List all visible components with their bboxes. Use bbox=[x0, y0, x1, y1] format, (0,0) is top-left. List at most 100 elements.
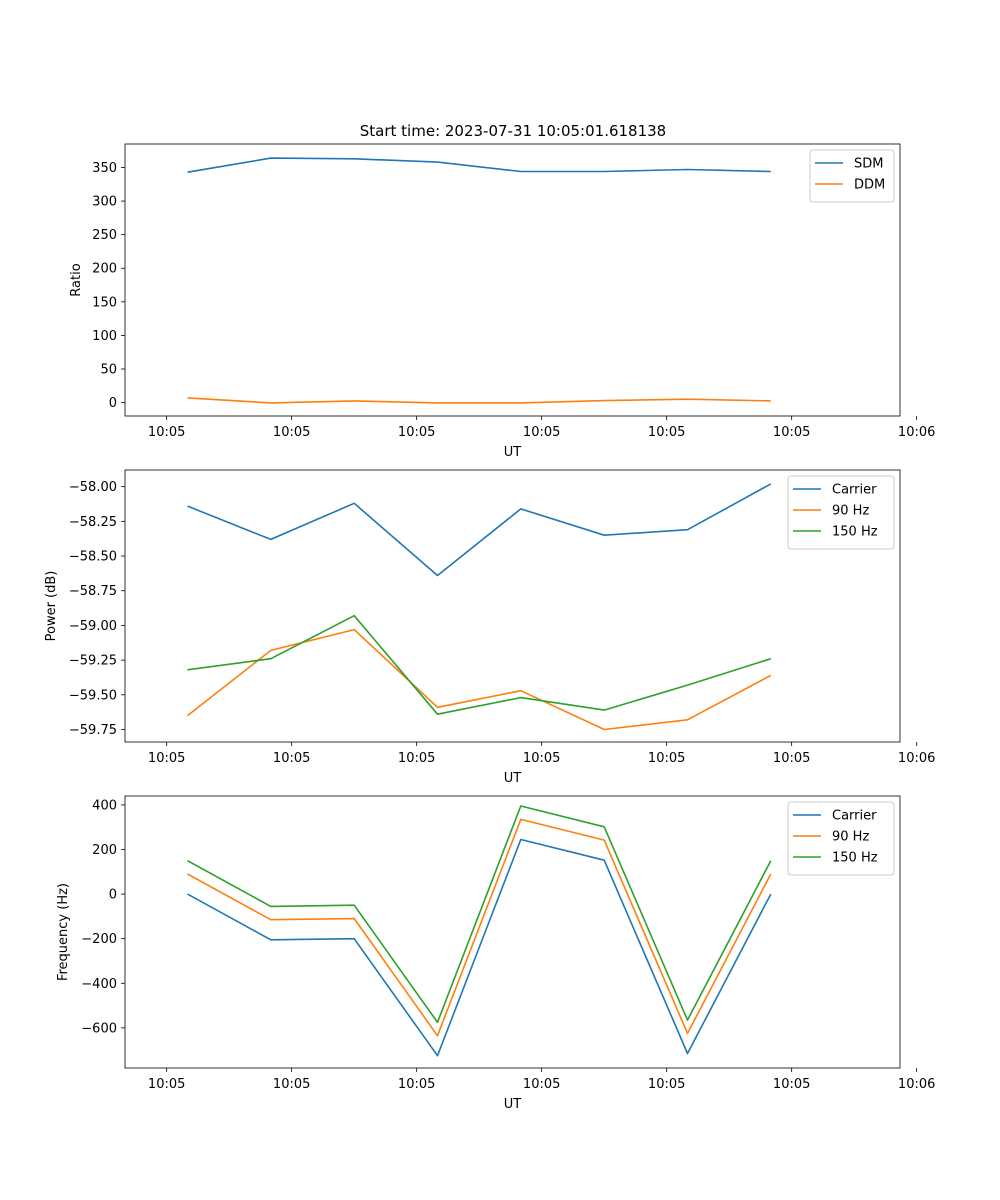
y-tick-label: 250 bbox=[92, 228, 117, 243]
data-point bbox=[270, 905, 272, 907]
legend-label: Carrier bbox=[832, 809, 877, 824]
y-tick-label: 200 bbox=[92, 843, 117, 858]
y-tick-label: −59.50 bbox=[69, 688, 117, 703]
data-point bbox=[186, 859, 188, 861]
data-point bbox=[436, 1021, 438, 1023]
legend-label: Carrier bbox=[832, 483, 877, 498]
x-tick-label: 10:05 bbox=[148, 751, 185, 766]
data-point bbox=[603, 728, 605, 730]
axes-frame bbox=[124, 795, 901, 1069]
series-line-carrier bbox=[187, 483, 772, 577]
legend: SDM DDM bbox=[809, 149, 895, 203]
legend-label: DDM bbox=[854, 178, 885, 193]
data-point bbox=[603, 709, 605, 711]
y-tick-label: −59.75 bbox=[69, 723, 117, 738]
data-point bbox=[436, 161, 438, 163]
y-tick-label: 350 bbox=[92, 161, 117, 176]
data-point bbox=[770, 873, 772, 875]
data-point bbox=[686, 1032, 688, 1034]
x-tick-label: 10:05 bbox=[273, 425, 310, 440]
data-point bbox=[686, 398, 688, 400]
y-tick-label: −600 bbox=[81, 1021, 117, 1036]
x-tick-label: 10:05 bbox=[398, 425, 435, 440]
data-point bbox=[436, 574, 438, 576]
data-point bbox=[270, 939, 272, 941]
y-tick-label: 0 bbox=[109, 396, 117, 411]
data-point bbox=[353, 158, 355, 160]
y-tick-label: −59.25 bbox=[69, 654, 117, 669]
legend-label: 150 Hz bbox=[832, 851, 878, 866]
data-point bbox=[436, 706, 438, 708]
data-point bbox=[270, 658, 272, 660]
data-point bbox=[520, 170, 522, 172]
data-point bbox=[770, 658, 772, 660]
x-tick-label: 10:06 bbox=[898, 425, 935, 440]
data-point bbox=[770, 400, 772, 402]
data-point bbox=[436, 1055, 438, 1057]
y-tick-label: 150 bbox=[92, 295, 117, 310]
data-point bbox=[520, 508, 522, 510]
data-point bbox=[353, 904, 355, 906]
y-tick-label: 100 bbox=[92, 329, 117, 344]
x-tick-label: 10:05 bbox=[648, 1077, 685, 1092]
y-tick-label: −58.00 bbox=[69, 480, 117, 495]
x-tick-label: 10:06 bbox=[898, 751, 935, 766]
data-point bbox=[186, 873, 188, 875]
y-tick-label: 0 bbox=[109, 888, 117, 903]
data-point bbox=[353, 615, 355, 617]
data-point bbox=[603, 859, 605, 861]
data-point bbox=[353, 937, 355, 939]
subplots: 10:05 10:05 10:05 10:05 10:05 10:05 10:06 0 50 10… bbox=[44, 143, 935, 1112]
legend-label: 90 Hz bbox=[832, 830, 869, 845]
x-tick-label: 10:05 bbox=[648, 751, 685, 766]
x-tick-label: 10:06 bbox=[898, 1077, 935, 1092]
data-point bbox=[436, 713, 438, 715]
x-tick-label: 10:05 bbox=[148, 425, 185, 440]
data-point bbox=[520, 818, 522, 820]
data-point bbox=[520, 402, 522, 404]
data-point bbox=[520, 689, 522, 691]
data-point bbox=[686, 528, 688, 530]
y-axis-label: Frequency (Hz) bbox=[56, 883, 71, 981]
data-point bbox=[270, 649, 272, 651]
x-axis-label: UT bbox=[504, 1097, 522, 1112]
data-point bbox=[770, 170, 772, 172]
data-point bbox=[603, 399, 605, 401]
data-point bbox=[686, 719, 688, 721]
x-tick-label: 10:05 bbox=[773, 425, 810, 440]
series-line-sdm bbox=[187, 157, 771, 173]
legend-label: 90 Hz bbox=[832, 504, 869, 519]
data-point bbox=[353, 917, 355, 919]
data-point bbox=[686, 684, 688, 686]
data-point bbox=[603, 170, 605, 172]
data-point bbox=[770, 859, 772, 861]
x-tick-label: 10:05 bbox=[648, 425, 685, 440]
subplot-power: 10:05 10:05 10:05 10:05 10:05 10:05 10:06 −59.7… bbox=[44, 469, 935, 786]
y-tick-label: −58.50 bbox=[69, 550, 117, 565]
data-point bbox=[520, 838, 522, 840]
data-point bbox=[436, 402, 438, 404]
y-tick-label: −400 bbox=[81, 977, 117, 992]
series-line-carrier bbox=[187, 838, 772, 1057]
series-line-150-hz bbox=[187, 614, 772, 716]
x-tick-label: 10:05 bbox=[773, 1077, 810, 1092]
data-point bbox=[770, 893, 772, 895]
legend-label: SDM bbox=[854, 157, 883, 172]
axes-frame bbox=[124, 143, 901, 417]
data-point bbox=[436, 1034, 438, 1036]
y-tick-label: −58.25 bbox=[69, 515, 117, 530]
y-axis-label: Power (dB) bbox=[44, 571, 59, 642]
series-line-90-hz bbox=[187, 628, 772, 731]
data-point bbox=[353, 628, 355, 630]
subplot-frequency: 10:05 10:05 10:05 10:05 10:05 10:05 10:06 −600 −… bbox=[56, 795, 935, 1112]
x-tick-label: 10:05 bbox=[273, 751, 310, 766]
data-point bbox=[603, 839, 605, 841]
x-tick-label: 10:05 bbox=[148, 1077, 185, 1092]
data-point bbox=[603, 534, 605, 536]
data-point bbox=[770, 483, 772, 485]
data-point bbox=[686, 168, 688, 170]
data-point bbox=[353, 502, 355, 504]
y-tick-label: −58.75 bbox=[69, 584, 117, 599]
data-point bbox=[520, 805, 522, 807]
